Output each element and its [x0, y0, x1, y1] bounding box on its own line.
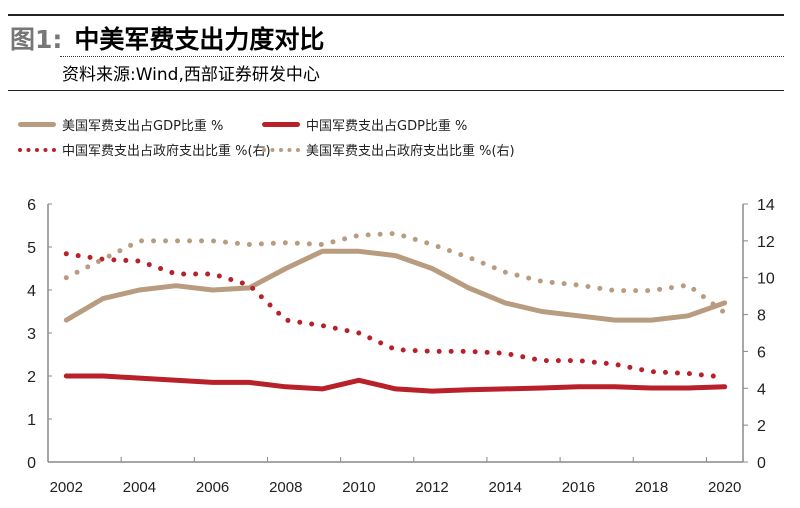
series-line-0 — [63, 248, 728, 323]
y-right-tick-label: 8 — [757, 308, 766, 325]
figure-number: 图1: — [10, 25, 63, 54]
legend-item-china-gdp: 中国军费支出占GDP比重 % — [262, 115, 467, 134]
y-left-tick-label: 6 — [27, 197, 36, 214]
x-tick-label: 2008 — [269, 479, 302, 496]
bottom-rule — [8, 90, 784, 91]
figure-title: 图1: 中美军费支出力度对比 — [10, 20, 324, 56]
legend-label: 美国军费支出占政府支出比重 %(右) — [306, 144, 515, 159]
x-tick-label: 2002 — [50, 479, 83, 496]
legend-item-china-gov: 中国军费支出占政府支出比重 %(右) — [18, 140, 271, 159]
x-tick-label: 2018 — [635, 479, 668, 496]
legend-label: 中国军费支出占GDP比重 % — [306, 119, 468, 134]
y-right-tick-label: 12 — [757, 234, 775, 251]
y-right-tick-label: 14 — [757, 197, 775, 214]
y-left-tick-label: 1 — [27, 412, 36, 429]
legend-item-us-gdp: 美国军费支出占GDP比重 % — [18, 115, 223, 134]
series-line-3 — [63, 231, 728, 316]
y-right-tick-label: 6 — [757, 344, 766, 361]
y-left-tick-label: 4 — [27, 283, 36, 300]
y-right-tick-label: 10 — [757, 271, 775, 288]
x-tick-label: 2012 — [415, 479, 448, 496]
legend-item-us-gov: 美国军费支出占政府支出比重 %(右) — [262, 140, 515, 159]
x-tick-label: 2020 — [708, 479, 741, 496]
y-left-tick-label: 2 — [27, 369, 36, 386]
legend-label: 中国军费支出占政府支出比重 %(右) — [62, 144, 271, 159]
divider — [60, 56, 784, 57]
x-tick-label: 2014 — [489, 479, 522, 496]
y-left-tick-label: 3 — [27, 326, 36, 343]
y-right-tick-label: 0 — [757, 455, 766, 472]
top-rule — [8, 14, 784, 16]
source-note: 资料来源:Wind,西部证券研发中心 — [62, 65, 320, 85]
legend-label: 美国军费支出占GDP比重 % — [62, 119, 224, 134]
x-tick-label: 2004 — [123, 479, 156, 496]
y-right-tick-label: 2 — [757, 418, 766, 435]
x-tick-label: 2010 — [342, 479, 375, 496]
title-text: 中美军费支出力度对比 — [74, 25, 325, 54]
series-line-2 — [63, 251, 728, 380]
y-left-tick-label: 0 — [27, 455, 36, 472]
x-tick-label: 2006 — [196, 479, 229, 496]
y-right-tick-label: 4 — [757, 381, 766, 398]
y-left-tick-label: 5 — [27, 240, 36, 257]
x-tick-label: 2016 — [562, 479, 595, 496]
